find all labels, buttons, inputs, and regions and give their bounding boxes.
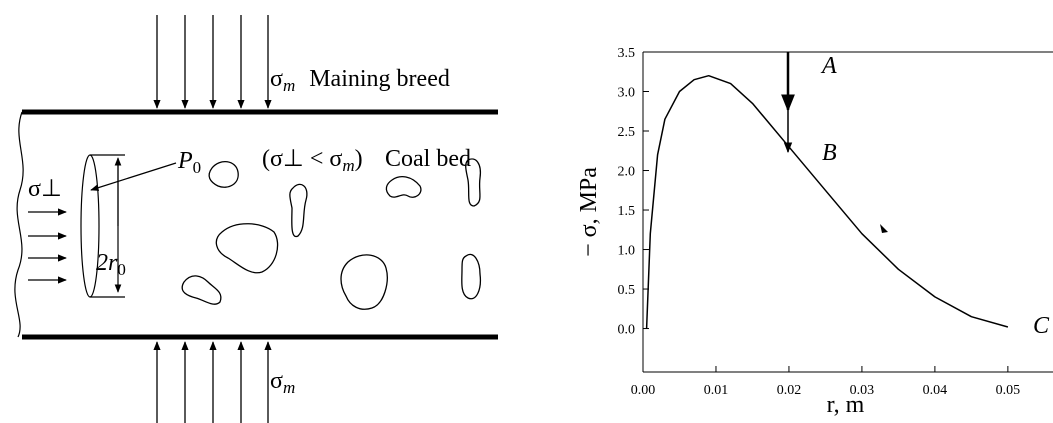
bed-label: Coal bed (385, 146, 471, 172)
x-tick-label: 0.05 (996, 383, 1021, 398)
condition-label: (σ⊥ < σm) (262, 146, 363, 175)
top-load-label: σm Maining breed (270, 66, 450, 95)
y-tick-label: 0.5 (618, 283, 636, 298)
y-tick-label: 1.0 (618, 244, 636, 259)
pressure-label: P0 (177, 148, 201, 177)
y-tick-label: 3.0 (618, 86, 636, 101)
side-load-label: σ⊥ (28, 176, 62, 202)
pressure-pointer (90, 162, 177, 191)
inclusions (181, 158, 482, 310)
x-tick-label: 0.00 (631, 383, 656, 398)
top-arrows (153, 15, 272, 109)
x-tick-label: 0.01 (704, 383, 729, 398)
point-label: A (820, 53, 837, 79)
x-tick-label: 0.03 (850, 383, 875, 398)
curve-arrowhead (880, 224, 888, 233)
point-label: B (822, 140, 837, 166)
diagram-labels: σm Maining breed σm P0 (σ⊥ < σm) Coal bed… (28, 66, 471, 397)
left-boundary (14, 111, 24, 338)
y-tick-label: 0.0 (618, 323, 636, 338)
chart-annotations: A B C (781, 52, 1050, 339)
x-axis-label: r, m (827, 392, 865, 418)
point-label: C (1033, 313, 1050, 339)
x-tick-label: 0.04 (923, 383, 948, 398)
bottom-load-label: σm (270, 368, 295, 397)
y-tick-label: 1.5 (618, 204, 636, 219)
curve (645, 74, 1009, 329)
y-tick-label: 2.0 (618, 165, 636, 180)
diagram (14, 15, 498, 423)
diameter-label: 2r0 (96, 250, 126, 279)
y-tick-label: 2.5 (618, 125, 636, 140)
bottom-arrows (153, 341, 272, 423)
y-tick-label: 3.5 (618, 46, 636, 61)
side-arrows (28, 208, 67, 284)
chart: 0.0 0.5 1.0 1.5 2.0 2.5 3.0 3.5 0.00 0.01 0.02 0.03… (576, 46, 1053, 418)
y-axis-label: − σ, MPa (576, 167, 602, 257)
x-tick-label: 0.02 (777, 383, 802, 398)
